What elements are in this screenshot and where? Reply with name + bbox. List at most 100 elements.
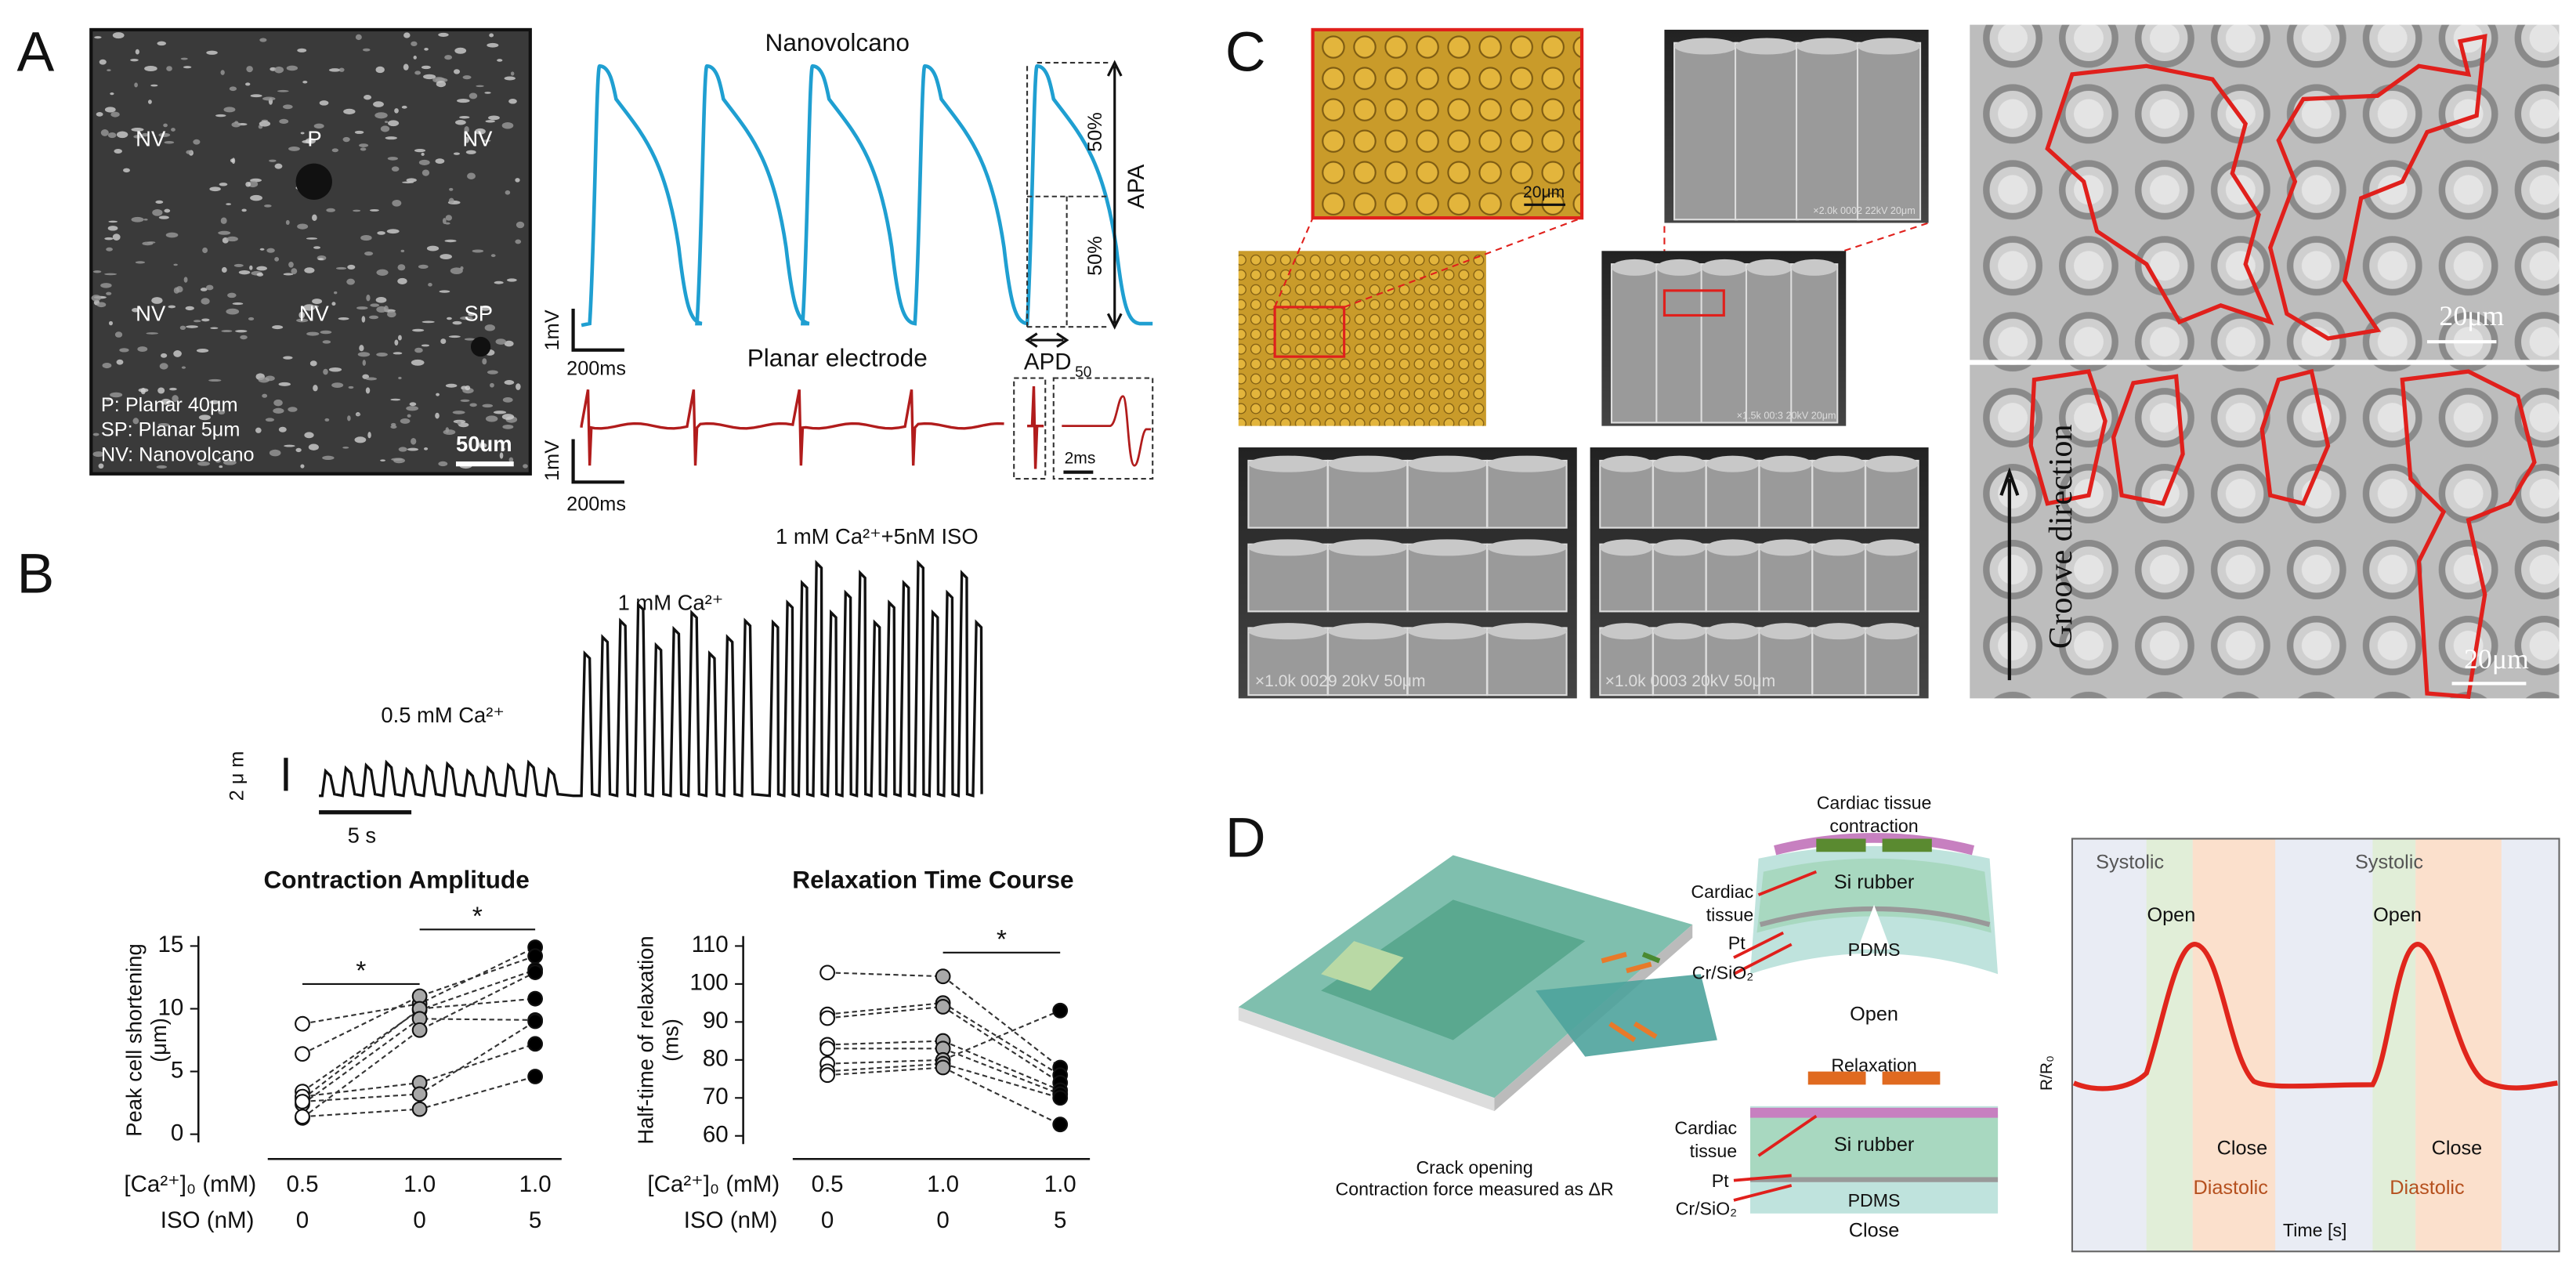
scale-bar bbox=[571, 439, 624, 484]
x-tick-label: 5 bbox=[1054, 1207, 1066, 1233]
cell bbox=[364, 95, 372, 100]
cell bbox=[421, 169, 430, 176]
cell bbox=[508, 457, 514, 463]
cell bbox=[331, 148, 338, 153]
data-point bbox=[527, 948, 544, 964]
cell bbox=[274, 163, 283, 169]
cell bbox=[445, 383, 458, 388]
cell bbox=[106, 247, 113, 252]
diagram-title: Cardiac tissue bbox=[1817, 792, 1932, 812]
phase-label: Diastolic bbox=[2390, 1177, 2464, 1199]
data-point bbox=[295, 1094, 310, 1109]
cell bbox=[365, 377, 377, 381]
cell bbox=[100, 129, 109, 136]
cell bbox=[91, 295, 101, 302]
cell bbox=[448, 335, 461, 338]
condition-label: 0.5 mM Ca²⁺ bbox=[381, 703, 504, 727]
cell bbox=[256, 273, 264, 277]
cell bbox=[484, 92, 491, 94]
cell bbox=[300, 464, 305, 469]
cell bbox=[259, 121, 271, 127]
pillar-top bbox=[1487, 623, 1567, 640]
cell bbox=[384, 121, 389, 123]
cell bbox=[146, 332, 159, 335]
cell bbox=[238, 270, 251, 275]
sem-label: ×2.0k 0002 22kV 20μm bbox=[1813, 205, 1915, 216]
cell bbox=[223, 107, 236, 113]
cell bbox=[335, 266, 347, 270]
cell bbox=[186, 325, 198, 328]
cell bbox=[92, 270, 102, 273]
cell bbox=[165, 232, 179, 238]
cell bbox=[347, 415, 351, 422]
zoom-box bbox=[1662, 289, 1725, 317]
cell bbox=[119, 348, 129, 353]
layer-label: PDMS bbox=[1848, 1190, 1901, 1211]
cell bbox=[394, 108, 399, 114]
cell bbox=[444, 55, 453, 60]
cell bbox=[394, 339, 399, 346]
cell bbox=[443, 429, 456, 435]
cell bbox=[435, 412, 440, 419]
cell bbox=[406, 406, 419, 411]
cell bbox=[179, 325, 186, 330]
y-tick-label: 0 bbox=[171, 1120, 183, 1145]
cell bbox=[164, 140, 175, 144]
cell bbox=[343, 108, 356, 114]
y-tick-label: 110 bbox=[692, 932, 729, 957]
cell bbox=[355, 34, 362, 41]
cell bbox=[328, 367, 342, 372]
cell bbox=[387, 157, 398, 161]
sem-label: ×1.0k 0029 20kV 50μm bbox=[1255, 672, 1426, 690]
cell bbox=[462, 75, 472, 80]
pillar bbox=[1700, 263, 1749, 424]
pillar-top bbox=[1653, 455, 1706, 472]
cell bbox=[342, 136, 350, 143]
scale-label: 20μm bbox=[2464, 643, 2529, 675]
cell bbox=[155, 200, 164, 204]
arrows bbox=[1025, 60, 1123, 348]
cell bbox=[100, 283, 112, 288]
cell bbox=[158, 132, 171, 137]
cell bbox=[310, 305, 320, 309]
field-potential-trace bbox=[580, 386, 1044, 469]
pillar-top bbox=[1328, 623, 1408, 640]
cell bbox=[138, 388, 149, 393]
apa-label: APA bbox=[1123, 164, 1149, 208]
cell bbox=[220, 217, 227, 224]
cell bbox=[457, 421, 461, 425]
image-label: NV bbox=[136, 126, 166, 150]
cell bbox=[444, 239, 457, 243]
cell bbox=[226, 203, 231, 205]
condition-label: 1 mM Ca²⁺+5nM ISO bbox=[776, 524, 979, 548]
cell bbox=[274, 66, 284, 74]
cell bbox=[309, 360, 317, 367]
state-label: Open bbox=[1850, 1004, 1898, 1026]
cell bbox=[286, 65, 298, 71]
cell bbox=[374, 112, 388, 119]
cell bbox=[291, 268, 298, 275]
cell bbox=[482, 358, 487, 365]
cell bbox=[444, 222, 450, 225]
cell bbox=[479, 305, 491, 311]
pillar-top bbox=[1735, 38, 1799, 55]
cell bbox=[400, 418, 411, 424]
cell bbox=[360, 235, 372, 241]
cell bbox=[413, 56, 417, 60]
pillar-top bbox=[1706, 623, 1760, 640]
scale-label: 200ms bbox=[566, 493, 626, 515]
cell bbox=[464, 338, 476, 341]
series-line bbox=[302, 997, 536, 1100]
cell bbox=[279, 118, 289, 124]
y-tick-label: 60 bbox=[703, 1122, 729, 1148]
pillar-top bbox=[1674, 38, 1738, 55]
cell bbox=[107, 226, 118, 231]
layer-label: Pt bbox=[1712, 1171, 1729, 1191]
cell bbox=[248, 317, 255, 320]
panel-letter: A bbox=[16, 21, 54, 84]
cell bbox=[231, 121, 241, 128]
cell bbox=[359, 345, 364, 352]
pillar-top bbox=[1791, 259, 1838, 276]
cell bbox=[505, 190, 511, 195]
